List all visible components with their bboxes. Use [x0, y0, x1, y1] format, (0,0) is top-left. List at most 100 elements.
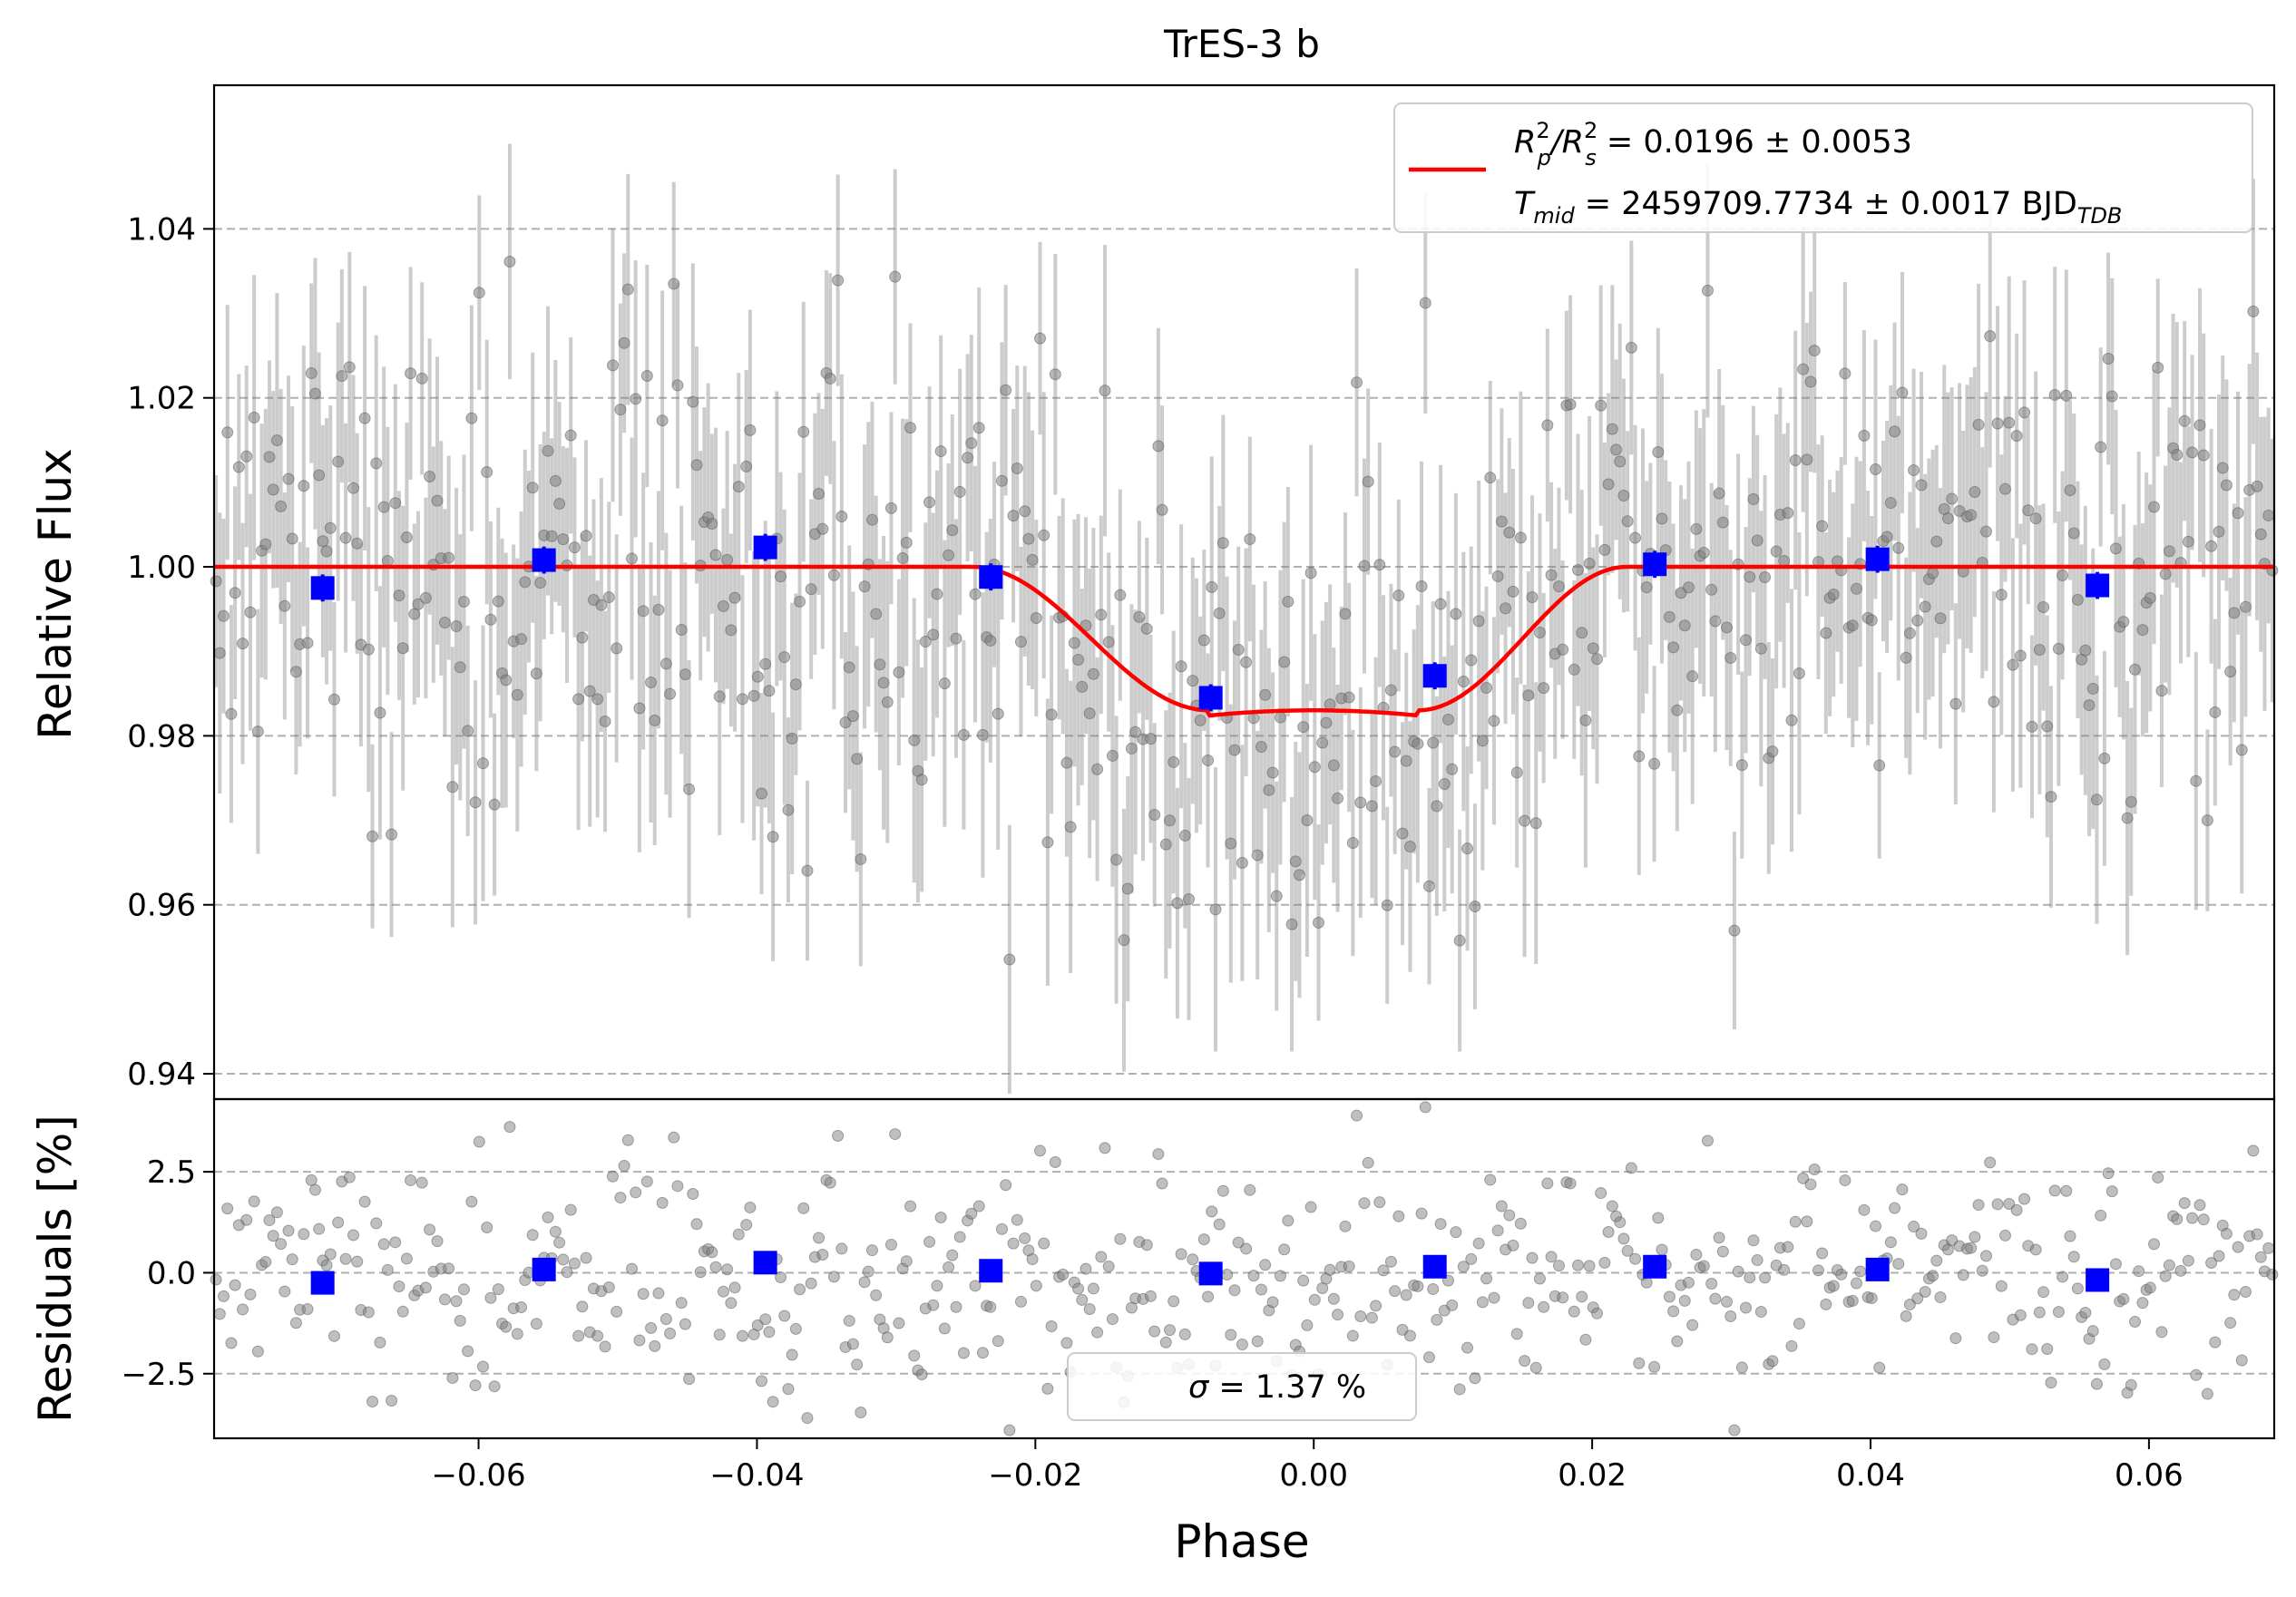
- flux-raw-point: [462, 725, 474, 737]
- flux-raw-point: [1133, 610, 1146, 623]
- flux-raw-point: [1778, 554, 1791, 567]
- residuals-raw-point: [995, 1222, 1008, 1235]
- flux-raw-point: [1991, 417, 2004, 430]
- residuals-ytick-label: 2.5: [147, 1154, 196, 1191]
- residuals-raw-point: [2247, 1144, 2260, 1157]
- flux-raw-point: [313, 469, 326, 482]
- residuals-raw-point: [1972, 1199, 1985, 1212]
- residuals-raw-point: [1598, 1256, 1611, 1269]
- flux-raw-point: [668, 278, 680, 290]
- residuals-raw-point: [858, 1276, 871, 1289]
- residuals-raw-point: [1197, 1233, 1210, 1246]
- residuals-raw-point: [572, 1329, 585, 1342]
- residuals-raw-point: [1835, 1268, 1848, 1281]
- flux-raw-point: [2220, 479, 2232, 492]
- flux-raw-point: [832, 274, 845, 287]
- flux-raw-point: [893, 666, 905, 678]
- flux-raw-point: [1351, 376, 1363, 389]
- flux-raw-point: [534, 577, 547, 589]
- residuals-raw-point: [2086, 1325, 2099, 1338]
- residuals-raw-point: [1106, 1313, 1119, 1326]
- flux-raw-point: [1110, 853, 1123, 866]
- flux-raw-point: [2057, 569, 2069, 581]
- residuals-raw-point: [1724, 1310, 1737, 1322]
- flux-raw-point: [740, 460, 753, 472]
- flux-raw-point: [835, 511, 848, 523]
- residuals-raw-point: [1232, 1236, 1245, 1249]
- flux-raw-point: [1858, 429, 1871, 442]
- residuals-raw-point: [611, 1305, 623, 1318]
- flux-raw-point: [572, 693, 585, 706]
- flux-raw-point: [1301, 814, 1314, 827]
- flux-raw-point: [415, 372, 428, 385]
- residuals-raw-point: [972, 1200, 985, 1212]
- residuals-raw-point: [270, 1206, 283, 1219]
- residuals-raw-point: [446, 1371, 459, 1384]
- residuals-binned-point: [979, 1259, 1003, 1283]
- flux-raw-point: [412, 598, 425, 610]
- flux-raw-point: [1816, 520, 1829, 532]
- residuals-raw-point: [630, 1186, 642, 1199]
- flux-binned-point: [310, 576, 335, 600]
- flux-raw-point: [500, 674, 513, 687]
- residuals-raw-point: [1522, 1297, 1535, 1310]
- residuals-raw-point: [1782, 1241, 1794, 1253]
- residuals-raw-point: [1991, 1198, 2004, 1211]
- flux-raw-point: [1652, 446, 1665, 459]
- phase-xtick-label: −0.06: [431, 1457, 525, 1494]
- flux-raw-point: [1087, 667, 1099, 680]
- flux-raw-point: [1144, 733, 1157, 745]
- flux-raw-point: [1640, 581, 1653, 594]
- residuals-raw-point: [251, 1345, 264, 1358]
- flux-raw-point: [1598, 543, 1611, 556]
- residuals-raw-point: [786, 1349, 798, 1361]
- residuals-raw-point: [1030, 1280, 1042, 1292]
- flux-raw-point: [580, 530, 592, 542]
- flux-raw-point: [870, 608, 883, 620]
- residuals-raw-point: [893, 1317, 905, 1329]
- flux-raw-point: [251, 725, 264, 738]
- residuals-x-ticks: −0.06 −0.04 −0.02 0.00 0.02 0.04 0.06: [431, 1438, 2184, 1494]
- residuals-raw-point: [1087, 1282, 1099, 1295]
- flux-raw-point: [1484, 472, 1497, 484]
- residuals-raw-point: [870, 1289, 883, 1301]
- residuals-raw-point: [725, 1297, 738, 1310]
- flux-raw-point: [1488, 715, 1500, 727]
- residuals-raw-point: [1919, 1286, 1931, 1299]
- residuals-raw-point: [1389, 1285, 1402, 1298]
- residuals-raw-point: [248, 1195, 260, 1208]
- flux-raw-point: [1705, 583, 1718, 596]
- residuals-raw-point: [225, 1337, 238, 1349]
- phase-xtick-label: −0.04: [709, 1457, 804, 1494]
- flux-raw-point: [232, 461, 245, 473]
- flux-raw-point: [637, 605, 650, 618]
- residuals-raw-point: [1282, 1214, 1295, 1227]
- flux-raw-point: [1255, 741, 1267, 754]
- flux-raw-point: [1797, 363, 1810, 375]
- flux-raw-point: [1995, 589, 2008, 601]
- flux-raw-point: [931, 588, 943, 600]
- residuals-raw-point: [400, 1252, 413, 1265]
- flux-raw-point: [919, 636, 932, 648]
- legend-sigma-symbol: σ: [1188, 1369, 1210, 1406]
- flux-ytick-label: 1.04: [127, 211, 196, 248]
- flux-raw-point: [1297, 721, 1310, 734]
- flux-raw-point: [1427, 736, 1440, 749]
- flux-raw-point: [1313, 916, 1325, 929]
- residuals-raw-point: [576, 1300, 589, 1313]
- flux-raw-point: [1102, 636, 1115, 648]
- residuals-raw-point: [1152, 1148, 1165, 1161]
- legend-depth-entry: R2 p/R2 s = 0.0196 ± 0.0053: [1514, 118, 1912, 170]
- flux-raw-point: [1614, 455, 1627, 468]
- residuals-raw-point: [1995, 1280, 2008, 1292]
- phase-xlabel: Phase: [1174, 1515, 1309, 1568]
- residuals-raw-point: [2148, 1238, 2161, 1251]
- flux-ylabel: Relative Flux: [29, 448, 82, 739]
- flux-raw-points: [210, 255, 2279, 966]
- residuals-raw-point: [298, 1228, 310, 1241]
- residuals-raw-point: [843, 1314, 855, 1327]
- flux-raw-point: [645, 676, 658, 688]
- residuals-raw-point: [1240, 1242, 1253, 1255]
- flux-raw-point: [210, 575, 222, 588]
